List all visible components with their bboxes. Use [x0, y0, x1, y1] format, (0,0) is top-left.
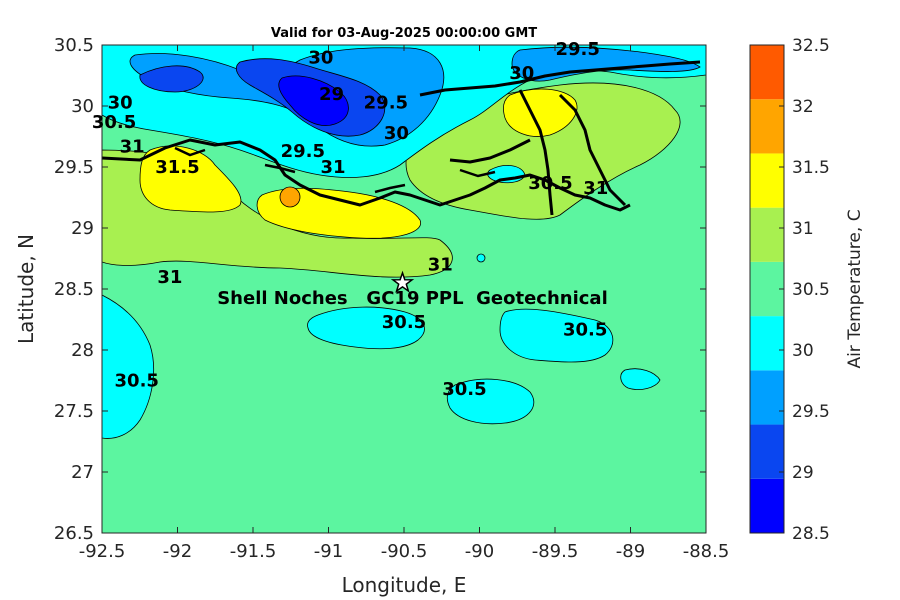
contour-label: 29.5 [364, 92, 408, 113]
x-tick-label: -90.5 [381, 541, 428, 562]
x-axis-ticks: -92.5 -92 -91.5 -91 -90.5 -90 -89.5 -89 -88.5 [79, 45, 730, 562]
contour-label: 30 [308, 47, 333, 68]
coastline-bays [174, 146, 496, 194]
chart-title: Valid for 03-Aug-2025 00:00:00 GMT [271, 26, 537, 41]
colorbar: 28.5 29 29.5 30 30.5 31 31.5 32 32.5 [749, 36, 830, 544]
x-tick-label: -92 [163, 541, 192, 562]
contour-patch-30-center [307, 306, 425, 350]
colorbar-swatch [750, 153, 784, 208]
contour-band-31-5-west [139, 145, 242, 213]
station-marker: Shell Noches GC19 PPL Geotechnical [217, 270, 608, 309]
colorbar-tick-label: 29 [792, 463, 814, 483]
contour-map [102, 45, 706, 533]
contour-label: 30.5 [92, 112, 136, 133]
x-tick-label: -89 [616, 541, 645, 562]
colorbar-swatch [750, 370, 784, 425]
colorbar-tick-label: 30.5 [792, 280, 830, 300]
colorbar-tick-label: 32.5 [792, 36, 830, 56]
contour-label: 31 [320, 157, 345, 178]
contour-label: 31.5 [155, 157, 199, 178]
contour-label: 30 [108, 92, 133, 113]
x-tick-label: -92.5 [79, 541, 126, 562]
contour-label: 30 [509, 63, 534, 84]
contour-label: 30.5 [563, 319, 607, 340]
contour-patch-30-south [446, 378, 535, 425]
x-tick-label: -90 [465, 541, 494, 562]
contour-band-29 [139, 65, 204, 93]
contour-patch-30-east [499, 308, 614, 363]
contour-label: 31 [157, 267, 182, 288]
x-axis-label: Longitude, E [342, 573, 467, 597]
y-tick-label: 29 [71, 218, 94, 239]
contour-band-28-5 [278, 75, 349, 126]
coastline-delta [449, 89, 627, 216]
colorbar-swatch [750, 261, 784, 317]
colorbar-label: Air Temperature, C [845, 209, 865, 368]
x-tick-label: -88.5 [683, 541, 730, 562]
station-star-icon [390, 270, 415, 293]
contour-label: 29.5 [555, 39, 599, 60]
y-tick-label: 28.5 [54, 279, 94, 300]
colorbar-tick-label: 31 [792, 219, 814, 239]
colorbar-swatch [750, 207, 784, 262]
contour-patch-30-west [102, 294, 155, 439]
contour-label: 29 [319, 84, 344, 105]
y-tick-label: 27 [71, 462, 94, 483]
x-tick-label: -91.5 [230, 541, 277, 562]
contour-band-31-5-east [503, 88, 578, 137]
contour-label: 31 [428, 255, 453, 276]
warm-spot-32 [279, 186, 301, 208]
y-tick-label: 26.5 [54, 523, 94, 544]
contour-label: 30.5 [528, 173, 572, 194]
coastline [102, 138, 631, 212]
colorbar-tick-label: 28.5 [792, 524, 830, 544]
contour-label: 30 [384, 123, 409, 144]
colorbar-tick-label: 30 [792, 341, 814, 361]
colorbar-swatch [750, 424, 784, 479]
contour-label: 29.5 [281, 141, 325, 162]
y-tick-label: 27.5 [54, 401, 94, 422]
colorbar-swatch [750, 478, 784, 533]
colorbar-swatch [750, 99, 784, 154]
contour-label: 30.5 [442, 379, 486, 400]
contour-label: 30.5 [382, 312, 426, 333]
station-label: Shell Noches GC19 PPL Geotechnical [217, 288, 608, 309]
x-tick-label: -91 [314, 541, 343, 562]
colorbar-tick-label: 31.5 [792, 158, 830, 178]
colorbar-tick-label: 32 [792, 97, 814, 117]
contour-label: 31 [583, 178, 608, 199]
y-tick-label: 28 [71, 340, 94, 361]
x-tick-label: -89.5 [532, 541, 579, 562]
y-tick-label: 30 [71, 96, 94, 117]
contour-label: 30.5 [115, 371, 159, 392]
y-tick-label: 30.5 [54, 35, 94, 56]
y-axis-label: Latitude, N [14, 234, 38, 344]
colorbar-tick-label: 29.5 [792, 402, 830, 422]
y-tick-label: 29.5 [54, 157, 94, 178]
coastline-inland [419, 60, 701, 97]
contour-patch-30-se [620, 368, 661, 390]
colorbar-swatch [750, 316, 784, 371]
contour-label: 31 [120, 136, 145, 157]
contour-patch-30-tiny [476, 253, 486, 263]
colorbar-swatch [750, 45, 784, 100]
